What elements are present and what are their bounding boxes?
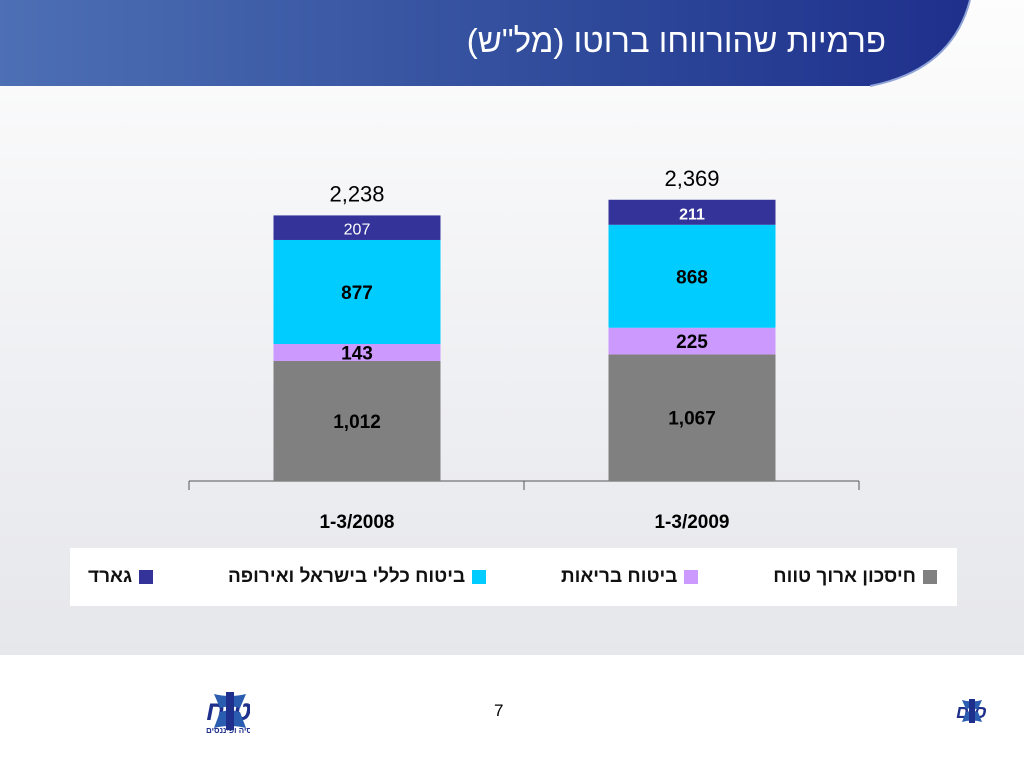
- left-logo-subtext: מקבוצת כלל ביטוח פנסיה ופיננסים: [206, 726, 250, 735]
- right-logo-emblem-icon: [962, 699, 982, 723]
- bar-segment-general-insurance-1: [273, 239, 441, 344]
- data-label-health-1: 143: [341, 343, 373, 364]
- slide-footer: [0, 655, 1024, 768]
- bar-segment-long-term-savings-2: [608, 354, 776, 481]
- bar-segment-general-insurance-2: [608, 224, 776, 328]
- legend-swatch-guard: [139, 570, 154, 584]
- bar-segment-guard-2: [608, 199, 776, 225]
- legend-swatch-general-insurance: [472, 570, 487, 584]
- total-label-1: 2,238: [329, 181, 384, 206]
- data-label-health-2: 225: [676, 332, 708, 353]
- title-banner: [0, 0, 971, 87]
- bar-segment-guard-1: [273, 215, 441, 240]
- page-number: 7: [494, 701, 504, 720]
- legend-item-guard: גארד: [88, 566, 154, 588]
- x-tick-label-2: 1-3/2009: [654, 512, 729, 533]
- legend-label-guard: גארד: [88, 566, 133, 587]
- data-label-long-term-savings-1: 1,012: [333, 412, 381, 433]
- chart-legend: חיסכון ארוך טווח ביטוח בריאות ביטוח כללי…: [70, 548, 957, 606]
- data-label-general-insurance-2: 868: [676, 267, 708, 288]
- slide-background: [0, 0, 1024, 655]
- legend-item-health: ביטוח בריאות: [560, 566, 699, 588]
- bar-segment-health-1: [273, 343, 441, 361]
- legend-swatch-health: [684, 570, 699, 584]
- legend-label-general-insurance: ביטוח כללי בישראל ואירופה: [227, 566, 466, 587]
- data-label-guard-2: 211: [679, 206, 705, 223]
- legend-label-long-term-savings: חיסכון ארוך טווח: [773, 566, 916, 587]
- legend-item-long-term-savings: חיסכון ארוך טווח: [773, 566, 937, 588]
- bar-segment-health-2: [608, 327, 776, 355]
- slide-title: פרמיות שהורווחו ברוטו (מל"ש): [466, 22, 886, 59]
- stacked-bar-chart: 1,012 143 877 207 2,238 1-3/2008 1,067 225 868 21…: [188, 166, 860, 533]
- left-logo-emblem-icon: [214, 692, 246, 730]
- data-label-general-insurance-1: 877: [341, 283, 373, 304]
- clal-insurance-logo: כללביטוח מקבוצת כלל ביטוח פנסיה ופיננסים: [206, 692, 250, 735]
- data-label-long-term-savings-2: 1,067: [668, 409, 716, 430]
- total-label-2: 2,369: [664, 166, 719, 191]
- legend-item-general-insurance: ביטוח כללי בישראל ואירופה: [227, 566, 487, 588]
- x-tick-label-1: 1-3/2008: [319, 512, 394, 533]
- clal-group-logo: קבוצת כלל ביטוח פנסיה ופיננסים: [956, 699, 986, 723]
- data-label-guard-1: 207: [344, 222, 371, 239]
- legend-label-health: ביטוח בריאות: [560, 566, 678, 587]
- bar-segment-long-term-savings-1: [273, 360, 441, 481]
- legend-swatch-long-term-savings: [923, 570, 937, 584]
